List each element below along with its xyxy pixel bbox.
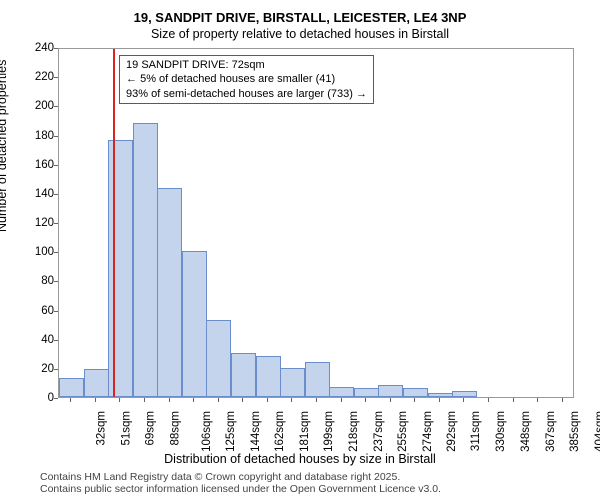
xtick-mark — [341, 398, 342, 402]
xtick-mark — [218, 398, 219, 402]
histogram-bar — [108, 140, 133, 397]
ytick-label: 160 — [35, 159, 54, 171]
ytick-label: 100 — [35, 246, 54, 258]
xtick-label: 69sqm — [145, 411, 157, 446]
histogram-bar — [354, 388, 379, 397]
xtick-label: 218sqm — [348, 411, 360, 452]
xtick-label: 237sqm — [372, 411, 384, 452]
xtick-mark — [267, 398, 268, 402]
ytick-label: 80 — [41, 275, 54, 287]
ytick-mark — [54, 340, 58, 341]
ytick-label: 40 — [41, 334, 54, 346]
xtick-label: 32sqm — [96, 411, 108, 446]
xtick-mark — [70, 398, 71, 402]
xtick-label: 181sqm — [299, 411, 311, 452]
ytick-label: 60 — [41, 305, 54, 317]
histogram-bar — [329, 387, 354, 397]
histogram-bar — [256, 356, 281, 397]
ytick-label: 140 — [35, 188, 54, 200]
xtick-label: 106sqm — [200, 411, 212, 452]
info-line-3: 93% of semi-detached houses are larger (… — [126, 87, 367, 101]
xtick-mark — [193, 398, 194, 402]
histogram-bar — [157, 188, 182, 397]
xtick-mark — [439, 398, 440, 402]
xtick-mark — [562, 398, 563, 402]
histogram-bar — [231, 353, 256, 397]
xtick-mark — [169, 398, 170, 402]
y-axis-label: Number of detached properties — [0, 60, 9, 232]
xtick-mark — [463, 398, 464, 402]
xtick-label: 404sqm — [594, 411, 600, 452]
ytick-mark — [54, 252, 58, 253]
marker-line — [113, 49, 115, 397]
histogram-bar — [305, 362, 330, 397]
histogram-bar — [84, 369, 109, 397]
histogram-bar — [280, 368, 305, 397]
ytick-mark — [54, 77, 58, 78]
ytick-label: 20 — [41, 363, 54, 375]
ytick-label: 240 — [35, 42, 54, 54]
ytick-label: 120 — [35, 217, 54, 229]
ytick-label: 220 — [35, 71, 54, 83]
footer-line-2: Contains public sector information licen… — [40, 483, 441, 496]
xtick-mark — [414, 398, 415, 402]
footer: Contains HM Land Registry data © Crown c… — [40, 471, 441, 496]
xtick-label: 144sqm — [250, 411, 262, 452]
histogram-bar — [403, 388, 428, 397]
histogram-bar — [59, 378, 84, 397]
xtick-mark — [537, 398, 538, 402]
xtick-label: 199sqm — [323, 411, 335, 452]
xtick-label: 367sqm — [544, 411, 556, 452]
ytick-mark — [54, 165, 58, 166]
histogram-bar — [182, 251, 207, 397]
xtick-mark — [390, 398, 391, 402]
ytick-label: 200 — [35, 100, 54, 112]
xtick-mark — [513, 398, 514, 402]
ytick-mark — [54, 369, 58, 370]
xtick-mark — [365, 398, 366, 402]
xtick-mark — [291, 398, 292, 402]
ytick-mark — [54, 281, 58, 282]
ytick-mark — [54, 106, 58, 107]
ytick-mark — [54, 194, 58, 195]
histogram-bar — [428, 393, 453, 397]
info-line-2: ← 5% of detached houses are smaller (41) — [126, 72, 367, 86]
ytick-mark — [54, 398, 58, 399]
footer-line-1: Contains HM Land Registry data © Crown c… — [40, 471, 441, 484]
xtick-label: 385sqm — [569, 411, 581, 452]
ytick-label: 180 — [35, 130, 54, 142]
histogram-bar — [133, 123, 158, 397]
xtick-mark — [119, 398, 120, 402]
chart-container: 19, SANDPIT DRIVE, BIRSTALL, LEICESTER, … — [0, 0, 600, 500]
xtick-label: 125sqm — [225, 411, 237, 452]
xtick-label: 348sqm — [520, 411, 532, 452]
xtick-label: 51sqm — [120, 411, 132, 446]
xtick-label: 274sqm — [422, 411, 434, 452]
chart-title-2: Size of property relative to detached ho… — [0, 25, 600, 41]
ytick-mark — [54, 311, 58, 312]
info-box: 19 SANDPIT DRIVE: 72sqm ← 5% of detached… — [119, 55, 374, 104]
xtick-label: 88sqm — [170, 411, 182, 446]
histogram-bar — [452, 391, 477, 397]
xtick-mark — [242, 398, 243, 402]
plot-area: 19 SANDPIT DRIVE: 72sqm ← 5% of detached… — [58, 48, 574, 398]
chart-title-1: 19, SANDPIT DRIVE, BIRSTALL, LEICESTER, … — [0, 0, 600, 25]
histogram-bar — [206, 320, 231, 397]
xtick-label: 255sqm — [397, 411, 409, 452]
xtick-label: 292sqm — [446, 411, 458, 452]
ytick-mark — [54, 48, 58, 49]
xtick-label: 311sqm — [470, 411, 482, 451]
histogram-bar — [378, 385, 403, 397]
xtick-mark — [488, 398, 489, 402]
x-axis-label: Distribution of detached houses by size … — [0, 452, 600, 466]
xtick-mark — [144, 398, 145, 402]
xtick-mark — [95, 398, 96, 402]
ytick-mark — [54, 223, 58, 224]
xtick-label: 162sqm — [274, 411, 286, 452]
xtick-label: 330sqm — [495, 411, 507, 452]
ytick-mark — [54, 136, 58, 137]
info-line-1: 19 SANDPIT DRIVE: 72sqm — [126, 58, 367, 72]
xtick-mark — [316, 398, 317, 402]
